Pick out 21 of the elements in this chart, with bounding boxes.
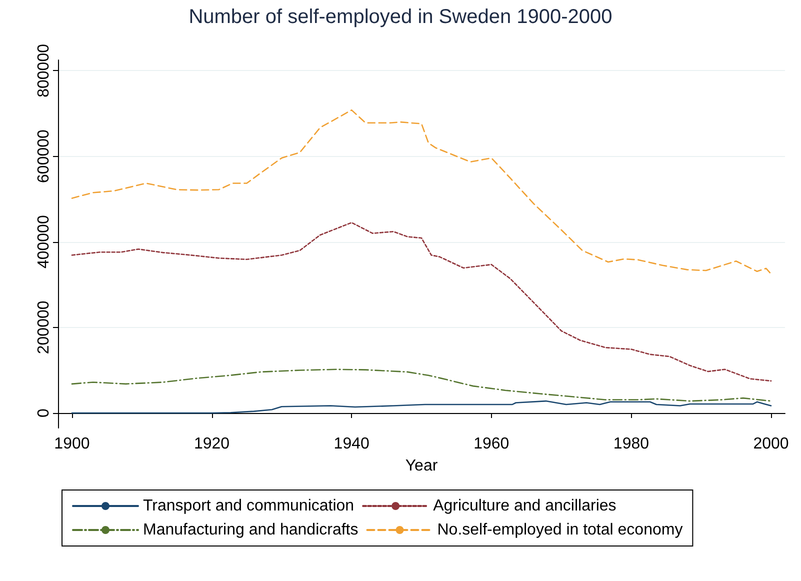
line-series [71, 400, 772, 414]
chart-title: Number of self-employed in Sweden 1900-2000 [188, 6, 612, 28]
legend-label: Agriculture and ancillaries [433, 498, 616, 514]
line-series [71, 368, 772, 402]
x-tick-label: 2000 [753, 436, 789, 452]
x-tick-label: 1900 [54, 436, 90, 452]
y-tick-label: 200000 [36, 300, 52, 354]
x-tick-label: 1960 [474, 436, 510, 452]
y-tick-label: 0 [36, 408, 52, 418]
y-tick-label: 600000 [36, 129, 52, 183]
legend-label: No.self-employed in total economy [437, 522, 683, 538]
y-tick-label: 400000 [36, 215, 52, 269]
x-tick-label: 1940 [334, 436, 370, 452]
legend-label: Transport and communication [143, 498, 354, 514]
line-series [71, 109, 772, 275]
x-tick-label: 1980 [613, 436, 650, 452]
x-axis-title: Year [405, 458, 438, 474]
y-tick-label: 800000 [36, 44, 52, 98]
legend-label: Manufacturing and handicrafts [143, 522, 358, 538]
line-series [71, 222, 772, 382]
x-tick-label: 1920 [194, 436, 230, 452]
